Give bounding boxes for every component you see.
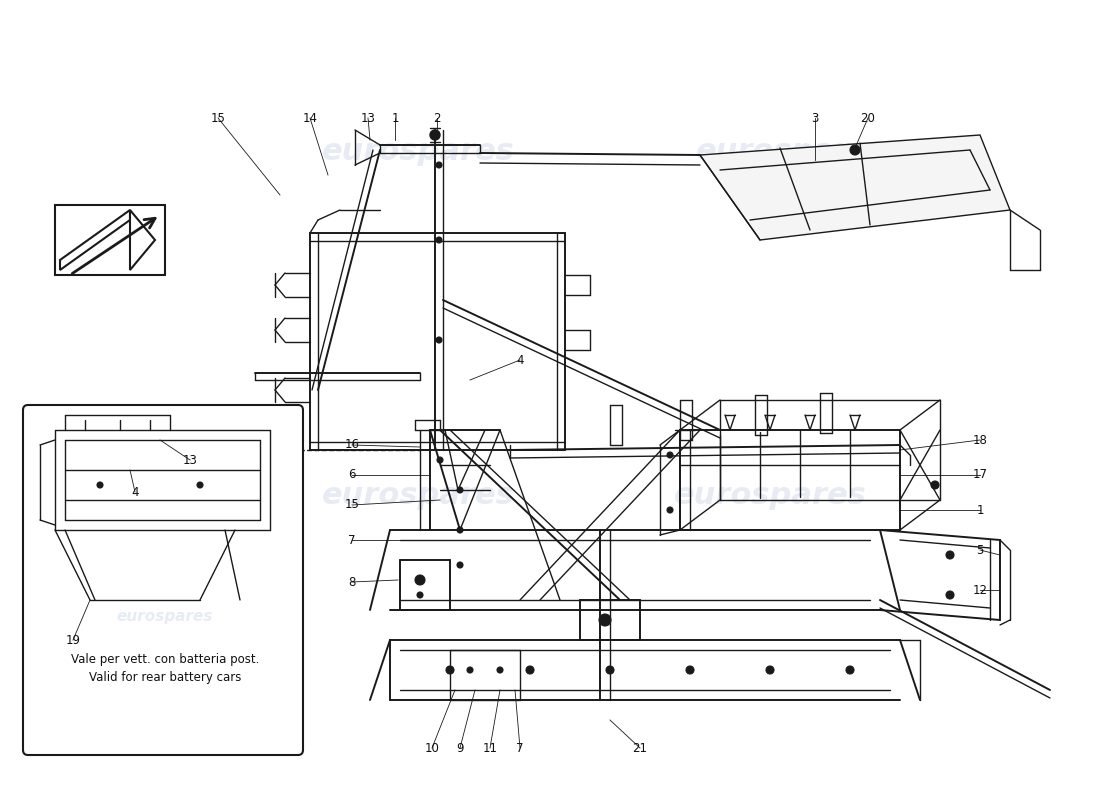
Circle shape — [446, 666, 454, 674]
Circle shape — [417, 592, 424, 598]
Circle shape — [437, 457, 443, 463]
Polygon shape — [700, 135, 1010, 240]
Text: 8: 8 — [349, 575, 355, 589]
Circle shape — [415, 575, 425, 585]
Circle shape — [456, 562, 463, 568]
Circle shape — [667, 507, 673, 513]
Text: 11: 11 — [483, 742, 497, 754]
Text: 17: 17 — [972, 469, 988, 482]
Circle shape — [667, 452, 673, 458]
Text: 15: 15 — [210, 111, 225, 125]
Circle shape — [197, 482, 204, 488]
Text: eurospares: eurospares — [695, 138, 889, 166]
Text: 1: 1 — [392, 111, 398, 125]
Text: 4: 4 — [131, 486, 139, 498]
Text: 18: 18 — [972, 434, 988, 446]
Text: Valid for rear battery cars: Valid for rear battery cars — [89, 671, 241, 685]
Text: 13: 13 — [361, 111, 375, 125]
Text: 1: 1 — [977, 503, 983, 517]
Text: 3: 3 — [812, 111, 818, 125]
Text: 19: 19 — [66, 634, 80, 646]
Text: eurospares: eurospares — [117, 610, 213, 625]
Circle shape — [606, 666, 614, 674]
Circle shape — [852, 147, 858, 153]
Text: 7: 7 — [516, 742, 524, 754]
Text: 9: 9 — [456, 742, 464, 754]
Circle shape — [430, 130, 440, 140]
Text: 6: 6 — [349, 469, 355, 482]
Circle shape — [456, 487, 463, 493]
Circle shape — [97, 482, 103, 488]
Text: 10: 10 — [425, 742, 439, 754]
Circle shape — [946, 551, 954, 559]
FancyBboxPatch shape — [23, 405, 302, 755]
Text: 4: 4 — [516, 354, 524, 366]
Circle shape — [600, 614, 610, 626]
Circle shape — [436, 237, 442, 243]
Text: 7: 7 — [349, 534, 355, 546]
Circle shape — [468, 667, 473, 673]
Circle shape — [850, 145, 860, 155]
Circle shape — [432, 133, 438, 138]
Circle shape — [436, 337, 442, 343]
Circle shape — [946, 591, 954, 599]
Circle shape — [766, 666, 774, 674]
Circle shape — [436, 162, 442, 168]
Text: 21: 21 — [632, 742, 648, 754]
Text: eurospares: eurospares — [321, 482, 515, 510]
Text: 5: 5 — [977, 543, 983, 557]
Circle shape — [526, 666, 534, 674]
Circle shape — [602, 617, 608, 623]
Text: 20: 20 — [860, 111, 876, 125]
Circle shape — [846, 666, 854, 674]
Text: 12: 12 — [972, 583, 988, 597]
Text: 16: 16 — [344, 438, 360, 451]
Text: eurospares: eurospares — [673, 482, 867, 510]
Polygon shape — [60, 210, 130, 270]
Text: Vale per vett. con batteria post.: Vale per vett. con batteria post. — [70, 654, 260, 666]
Text: 15: 15 — [344, 498, 360, 511]
Circle shape — [456, 527, 463, 533]
Bar — [55, 205, 165, 275]
Circle shape — [931, 481, 939, 489]
Text: 2: 2 — [433, 111, 441, 125]
Polygon shape — [130, 210, 155, 270]
Text: 13: 13 — [183, 454, 197, 466]
Circle shape — [686, 666, 694, 674]
Text: 14: 14 — [302, 111, 318, 125]
Text: eurospares: eurospares — [321, 138, 515, 166]
Circle shape — [497, 667, 503, 673]
